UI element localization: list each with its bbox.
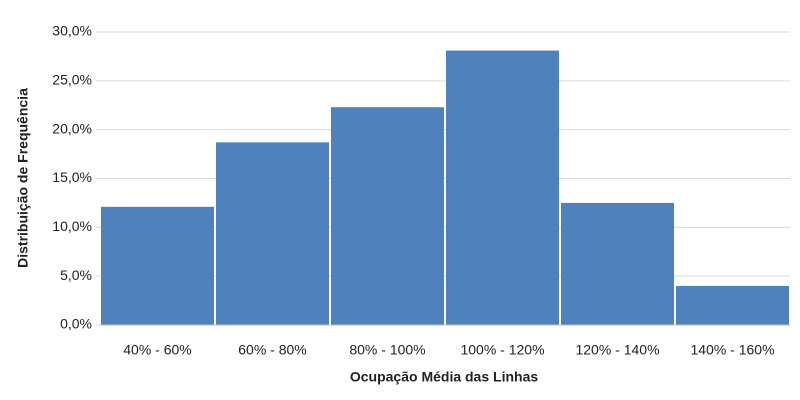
bar: [676, 285, 789, 325]
y-tick-label: 20,0%: [52, 120, 92, 136]
x-tick-label: 120% - 140%: [575, 342, 659, 358]
y-tick-label: 25,0%: [52, 72, 92, 88]
y-tick-label: 5,0%: [60, 267, 92, 283]
x-tick-label: 80% - 100%: [349, 342, 425, 358]
x-tick-label: 60% - 80%: [238, 342, 306, 358]
bar: [446, 50, 559, 325]
x-tick-label: 140% - 160%: [690, 342, 774, 358]
x-tick-label: 40% - 60%: [123, 342, 191, 358]
y-tick-label: 30,0%: [52, 23, 92, 39]
bar: [216, 142, 329, 325]
x-tick-label: 100% - 120%: [460, 342, 544, 358]
y-tick-label: 0,0%: [60, 316, 92, 332]
y-tick-label: 10,0%: [52, 218, 92, 234]
bar: [331, 107, 444, 325]
bar: [101, 206, 214, 325]
y-tick-label: 15,0%: [52, 169, 92, 185]
y-axis-title: Distribuição de Frequência: [15, 88, 31, 268]
bar: [561, 202, 674, 325]
x-axis-title: Ocupação Média das Linhas: [350, 369, 538, 385]
